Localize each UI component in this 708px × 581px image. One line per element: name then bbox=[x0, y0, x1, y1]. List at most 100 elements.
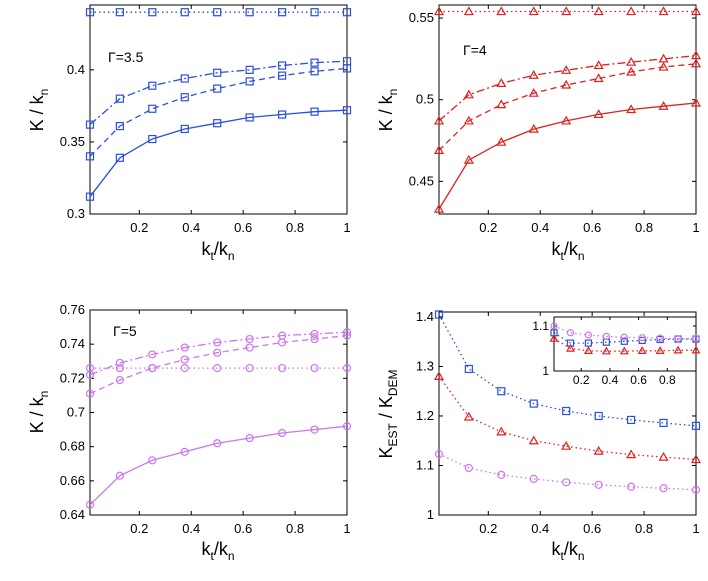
p4-blue-squares-point bbox=[497, 387, 506, 396]
p2-dashed-point bbox=[463, 115, 474, 125]
p2-solid-point bbox=[496, 136, 507, 146]
p1-dashdot-point bbox=[213, 68, 222, 77]
p3-solid-point bbox=[278, 428, 287, 438]
p1-solid-point bbox=[342, 106, 352, 115]
p2-ylabel: K / kn bbox=[376, 89, 400, 132]
p4-xtick-label: 1 bbox=[692, 521, 699, 536]
p4-red-triangles-point bbox=[690, 454, 702, 464]
p2-annotation: Γ=4 bbox=[463, 42, 487, 58]
p3-dashed-point bbox=[342, 331, 352, 340]
p2-dashed-point bbox=[626, 66, 637, 76]
p4-inset-inset-violet-point bbox=[638, 334, 646, 342]
p3-solid-point bbox=[310, 425, 319, 434]
p1-xlabel: kt/kn bbox=[201, 239, 234, 263]
p3-dashed-point bbox=[278, 338, 287, 347]
panel-gamma-3-5: 0.2 0.4 0.6 0.8 1 0.3 0.35 0.4 Γ=3.5 K / kn kt/… bbox=[27, 4, 352, 263]
p3-dashdot-point bbox=[115, 358, 124, 368]
p4-blue-squares-point bbox=[529, 399, 538, 408]
p3-dashed-point bbox=[115, 375, 124, 385]
p1-dotted-point bbox=[148, 8, 157, 17]
p1-ytick-label: 0.3 bbox=[67, 206, 85, 221]
p2-dashed-point bbox=[561, 79, 572, 89]
p4-inset-inset-violet-point bbox=[550, 322, 558, 330]
p1-dotted-point bbox=[115, 8, 124, 17]
p4-xlabel: kt/kn bbox=[551, 539, 584, 563]
p4-red-triangles-point bbox=[593, 445, 604, 455]
p1-dotted-point bbox=[310, 8, 319, 17]
p2-frame bbox=[438, 4, 697, 215]
p1-solid-point bbox=[85, 192, 95, 201]
p4-ylabel: KEST / KDEM bbox=[376, 369, 400, 458]
p1-dashed-point bbox=[148, 104, 157, 113]
p2-dotted-point bbox=[561, 6, 572, 16]
p3-dashdot-point bbox=[245, 334, 254, 344]
p4-ytick-label: 1.3 bbox=[416, 358, 434, 373]
p4-inset-inset-blue-point bbox=[620, 337, 628, 345]
p1-dotted-point bbox=[278, 8, 287, 17]
p2-dotted-point bbox=[690, 6, 702, 16]
p1-ytick-label: 0.4 bbox=[67, 62, 85, 77]
p1-solid-point bbox=[148, 134, 157, 144]
p1-dotted-point bbox=[342, 8, 352, 17]
p4-inset-inset-red-point bbox=[566, 343, 575, 352]
p2-solid-point bbox=[690, 97, 702, 107]
p4-blue-squares-point bbox=[562, 406, 571, 416]
p1-xtick-label: 0.4 bbox=[182, 220, 200, 235]
p3-frame bbox=[89, 309, 348, 516]
panel-gamma-5: 0.2 0.4 0.6 0.8 1 0.64 0.66 0.68 0.7 0.72 0.74 0.76… bbox=[27, 302, 352, 563]
p4-ytick-label: 1.2 bbox=[416, 408, 434, 423]
p4-red-triangles-point bbox=[626, 449, 637, 459]
p3-solid-point bbox=[180, 447, 189, 456]
p4-inset-inset-violet-point bbox=[620, 333, 628, 341]
p1-dashed-point bbox=[342, 64, 352, 73]
p1-dotted-point bbox=[180, 8, 189, 17]
p4-blue-squares-line bbox=[438, 314, 697, 427]
p4-violet-circles-point bbox=[497, 470, 506, 479]
p2-solid-point bbox=[561, 115, 572, 125]
p4-blue-squares-point bbox=[594, 411, 603, 421]
p1-ylabel: K / kn bbox=[27, 89, 51, 132]
p3-ylabel: K / kn bbox=[27, 391, 51, 434]
p2-solid-line bbox=[438, 102, 697, 210]
p3-dashed-point bbox=[148, 363, 157, 373]
panel-gamma-4: 0.2 0.4 0.6 0.8 1 0.45 0.5 0.55 Γ=4 K / kn kt/k… bbox=[376, 4, 702, 263]
p1-solid-point bbox=[180, 124, 189, 134]
p4-ytick-label: 1 bbox=[427, 507, 434, 522]
p2-dashed-line bbox=[438, 63, 697, 151]
p1-solid-point bbox=[278, 110, 287, 119]
p4-inset-inset-violet-point bbox=[602, 332, 610, 340]
p2-xtick-label: 1 bbox=[692, 220, 699, 235]
p1-dashdot-point bbox=[85, 120, 95, 129]
p2-solid-point bbox=[593, 109, 604, 119]
p3-dashdot-point bbox=[213, 338, 222, 347]
p4-inset-ytick-label: 1 bbox=[542, 364, 549, 378]
p4-violet-circles-point bbox=[594, 480, 603, 489]
p3-xtick-label: 0.8 bbox=[286, 521, 304, 536]
p4-inset-inset-red-point bbox=[619, 346, 629, 355]
p2-dashdot-point bbox=[433, 115, 445, 125]
p3-dotted-point bbox=[310, 363, 319, 373]
p4-inset-inset-blue-line bbox=[553, 332, 696, 344]
p3-dashdot-point bbox=[148, 350, 157, 359]
p3-dashed-point bbox=[310, 334, 319, 344]
p1-annotation: Γ=3.5 bbox=[108, 49, 144, 65]
p3-ytick-label: 0.68 bbox=[60, 439, 85, 454]
p4-ytick-label: 1.1 bbox=[416, 457, 434, 472]
p4-inset-inset-blue-point bbox=[638, 336, 646, 344]
p1-dashdot-point bbox=[245, 65, 254, 74]
p3-solid-line bbox=[89, 425, 348, 506]
p1-dashed-point bbox=[180, 93, 189, 102]
p1-solid-line bbox=[89, 109, 348, 198]
p1-solid-point bbox=[245, 113, 254, 122]
p2-solid-point bbox=[433, 203, 445, 213]
p3-dashed-point bbox=[180, 355, 189, 364]
p1-solid-point bbox=[115, 153, 124, 162]
p3-ytick-label: 0.66 bbox=[60, 473, 85, 488]
p2-dotted-point bbox=[463, 6, 474, 16]
p2-dashdot-line bbox=[438, 54, 697, 122]
p3-xtick-label: 0.2 bbox=[130, 521, 148, 536]
p2-ytick-label: 0.45 bbox=[409, 173, 434, 188]
p4-violet-circles-point bbox=[691, 485, 701, 494]
p3-dashed-line bbox=[89, 334, 348, 395]
p4-inset-inset-violet-point bbox=[674, 335, 682, 343]
